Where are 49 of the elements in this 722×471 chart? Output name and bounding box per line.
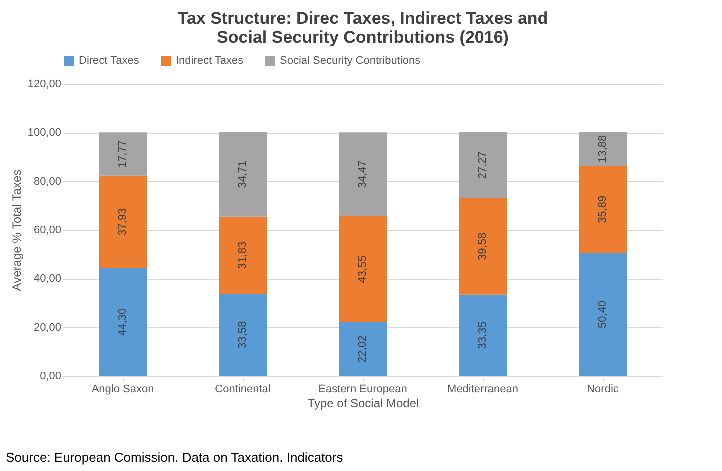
data-label: 27,27 bbox=[477, 152, 489, 180]
y-tick-label: 100,00 bbox=[28, 127, 62, 140]
source-note: Source: European Comission. Data on Taxation. Indicators bbox=[6, 450, 344, 465]
y-tick-label: 0,00 bbox=[40, 370, 62, 382]
data-label: 50,40 bbox=[597, 300, 609, 328]
bar bbox=[219, 132, 267, 217]
data-label: 34,47 bbox=[357, 160, 369, 188]
data-label: 37,93 bbox=[117, 208, 129, 236]
data-label: 39,58 bbox=[477, 232, 489, 260]
data-label: 34,71 bbox=[237, 160, 249, 188]
y-tick-label: 80,00 bbox=[34, 176, 62, 188]
y-tick-label: 60,00 bbox=[34, 224, 62, 236]
y-tick-label: 40,00 bbox=[34, 273, 62, 286]
bar bbox=[219, 294, 267, 376]
data-label: 33,35 bbox=[477, 322, 489, 350]
x-tick-label: Continental bbox=[215, 384, 271, 396]
x-tick-label: Mediterranean bbox=[448, 384, 518, 396]
bar bbox=[579, 132, 627, 166]
legend-label: Direct Taxes bbox=[79, 55, 140, 67]
data-label: 43,55 bbox=[357, 256, 369, 284]
x-axis-title: Type of Social Model bbox=[308, 396, 420, 410]
bar bbox=[579, 166, 627, 254]
x-tick-label: Anglo Saxon bbox=[92, 384, 154, 396]
y-tick-label: 120,00 bbox=[28, 78, 62, 90]
x-tick-label: Nordic bbox=[587, 384, 620, 396]
data-label: 44,30 bbox=[117, 308, 129, 336]
chart-title: Tax Structure: Direc Taxes, Indirect Taxes and Social Security Contributions (2016) bbox=[178, 9, 548, 47]
legend-label: Indirect Taxes bbox=[176, 55, 244, 67]
x-tick-label: Eastern European bbox=[318, 384, 408, 396]
y-axis-title: Average % Total Taxes bbox=[10, 170, 24, 292]
bar bbox=[99, 268, 147, 376]
bar bbox=[459, 198, 507, 295]
bar bbox=[459, 132, 507, 199]
data-label: 13,88 bbox=[597, 135, 609, 163]
bar bbox=[579, 253, 627, 376]
bar bbox=[219, 216, 267, 294]
legend-label: Social Security Contributions bbox=[280, 55, 422, 67]
bar bbox=[459, 294, 507, 376]
data-label: 33,58 bbox=[237, 321, 249, 349]
bar bbox=[339, 132, 387, 216]
bar bbox=[339, 322, 387, 376]
data-label: 17,77 bbox=[117, 140, 129, 168]
data-label: 22,02 bbox=[357, 335, 369, 363]
data-label: 35,89 bbox=[597, 196, 609, 224]
bar bbox=[99, 176, 147, 268]
bar bbox=[99, 132, 147, 176]
y-tick-label: 20,00 bbox=[34, 322, 62, 334]
data-label: 31,83 bbox=[237, 242, 249, 270]
bar bbox=[339, 216, 387, 322]
